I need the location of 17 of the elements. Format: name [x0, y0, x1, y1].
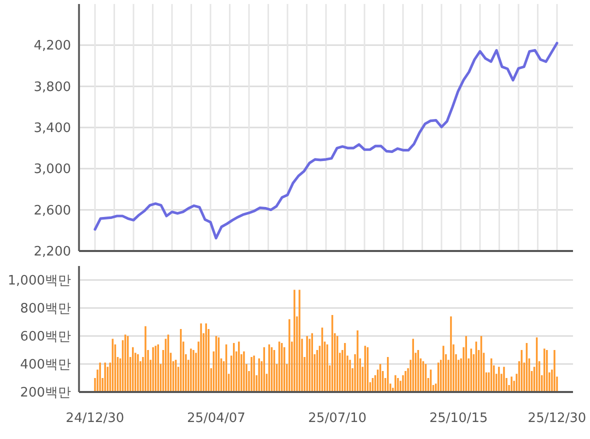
y-tick-label: 3,400 — [34, 121, 71, 136]
y-tick-label: 400백만 — [20, 358, 71, 373]
line-series — [94, 42, 558, 240]
x-tick-label: 24/12/30 — [66, 411, 124, 426]
x-tick-label: 25/10/15 — [429, 411, 488, 426]
y-tick-label: 2,200 — [34, 244, 71, 260]
x-tick-label: 25/04/07 — [186, 411, 246, 426]
y-tick-label: 200백만 — [20, 386, 71, 401]
x-tick-label: 25/07/10 — [308, 411, 367, 426]
y-tick-label: 3,000 — [34, 162, 71, 178]
y-tick-label: 3,800 — [34, 80, 71, 95]
y-tick-label: 2,600 — [34, 203, 71, 218]
y-tick-label: 600백만 — [20, 330, 71, 345]
y-tick-label: 800백만 — [20, 302, 71, 317]
x-tick-label: 25/12/30 — [528, 411, 586, 426]
y-tick-label: 4,200 — [34, 38, 71, 54]
y-tick-label: 1,000백만 — [8, 274, 71, 289]
